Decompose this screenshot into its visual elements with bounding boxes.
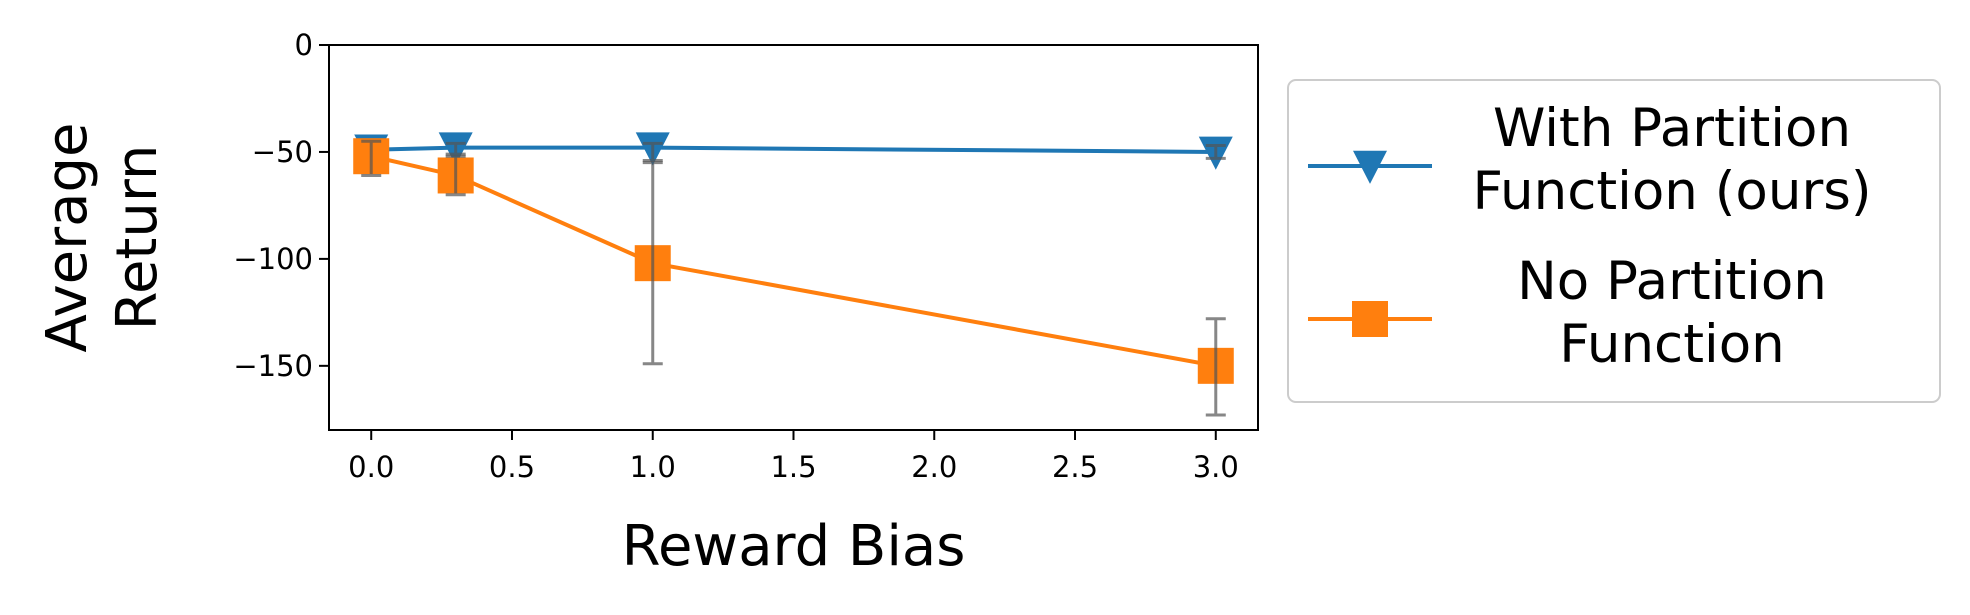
error-bar bbox=[445, 141, 466, 156]
series-line bbox=[371, 145, 1216, 154]
error-bar bbox=[445, 154, 466, 197]
legend-triangle-marker bbox=[1353, 150, 1387, 184]
x-tick-label: 1.5 bbox=[770, 450, 816, 484]
error-bar bbox=[642, 141, 663, 162]
legend-square-marker bbox=[1352, 301, 1388, 337]
y-tick-label: −100 bbox=[233, 242, 313, 276]
y-axis-title-line: Return bbox=[105, 145, 170, 331]
x-tick-label: 0.0 bbox=[348, 450, 394, 484]
x-tick-label: 2.5 bbox=[1052, 450, 1098, 484]
series-no-partition bbox=[353, 138, 1234, 417]
error-bar bbox=[1205, 144, 1226, 160]
axes-layer: 0.0 0.5 1.0 1.5 2.0 2.5 3.0 0 −50 −100 −150 bbox=[233, 28, 1238, 484]
series-layer bbox=[353, 132, 1234, 417]
x-tick-label: 2.0 bbox=[911, 450, 957, 484]
error-bar bbox=[361, 139, 382, 177]
legend-label: No Partition bbox=[1517, 251, 1827, 312]
y-tick-label: −150 bbox=[233, 349, 313, 383]
y-axis-title: Average Return bbox=[35, 123, 170, 353]
legend-box bbox=[1287, 79, 1941, 403]
error-bar bbox=[1205, 317, 1226, 417]
x-tick-label: 1.0 bbox=[630, 450, 676, 484]
legend-label: Function bbox=[1559, 314, 1784, 375]
x-tick-label: 0.5 bbox=[489, 450, 535, 484]
legend-label: Function (ours) bbox=[1472, 161, 1871, 222]
x-tick-label: 3.0 bbox=[1193, 450, 1239, 484]
error-bar bbox=[642, 161, 663, 366]
y-tick-label: −50 bbox=[252, 135, 313, 169]
x-axis-title: Reward Bias bbox=[622, 514, 966, 579]
y-tick-label: 0 bbox=[295, 28, 313, 62]
series-line bbox=[370, 154, 1217, 368]
legend-label: With Partition bbox=[1493, 98, 1851, 159]
y-axis-title-line: Average bbox=[35, 123, 100, 353]
